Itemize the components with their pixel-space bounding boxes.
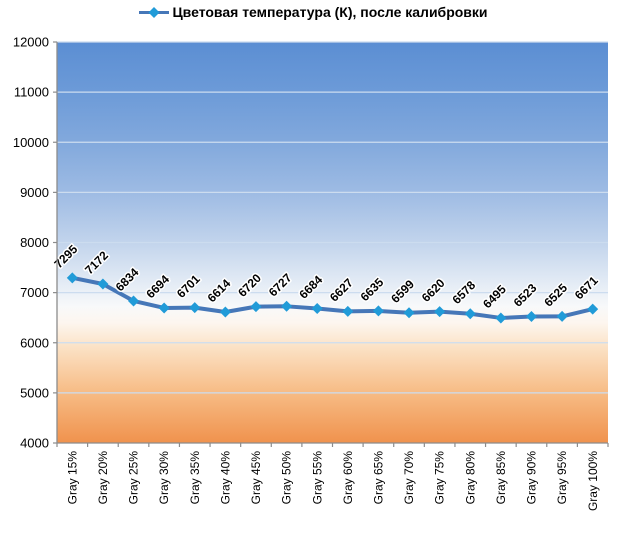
x-tick-label: Gray 100% xyxy=(586,451,600,511)
data-point-marker xyxy=(311,302,323,314)
data-point-marker xyxy=(495,312,507,324)
y-tick-label: 6000 xyxy=(20,335,49,350)
y-tick-label: 12000 xyxy=(13,35,49,50)
y-tick-label: 8000 xyxy=(20,235,49,250)
series-marker-icon xyxy=(139,6,170,18)
data-point-marker xyxy=(525,311,537,323)
x-tick-label: Gray 85% xyxy=(494,451,508,505)
y-tick-label: 7000 xyxy=(20,285,49,300)
x-tick-label: Gray 15% xyxy=(65,451,79,505)
data-point-marker xyxy=(372,305,384,317)
data-point-marker xyxy=(219,306,231,318)
data-point-marker xyxy=(158,302,170,314)
y-tick-label: 5000 xyxy=(20,385,49,400)
data-point-marker xyxy=(250,301,262,313)
data-point-marker xyxy=(189,302,201,314)
x-tick-label: Gray 75% xyxy=(433,451,447,505)
x-tick-label: Gray 95% xyxy=(555,451,569,505)
y-tick-label: 11000 xyxy=(14,85,49,100)
chart-legend: Цветовая температура (К), после калибров… xyxy=(0,4,626,20)
data-point-marker xyxy=(128,295,140,307)
y-tick-label: 9000 xyxy=(20,185,49,200)
data-point-marker xyxy=(66,272,78,284)
x-tick-label: Gray 65% xyxy=(371,451,385,505)
x-tick-label: Gray 20% xyxy=(96,451,110,505)
data-point-marker xyxy=(342,305,354,317)
data-point-marker xyxy=(464,308,476,320)
x-tick-label: Gray 55% xyxy=(310,451,324,505)
x-tick-label: Gray 60% xyxy=(341,451,355,505)
data-point-marker xyxy=(556,310,568,322)
x-tick-label: Gray 50% xyxy=(280,451,294,505)
data-point-marker xyxy=(587,303,599,315)
x-tick-label: Gray 35% xyxy=(188,451,202,505)
legend-label: Цветовая температура (К), после калибров… xyxy=(172,4,488,20)
data-point-marker xyxy=(281,300,293,312)
data-point-marker xyxy=(97,278,109,290)
x-tick-label: Gray 90% xyxy=(525,451,539,505)
y-tick-label: 10000 xyxy=(13,135,49,150)
x-tick-label: Gray 70% xyxy=(402,451,416,505)
x-tick-label: Gray 45% xyxy=(249,451,263,505)
x-tick-label: Gray 80% xyxy=(463,451,477,505)
data-point-marker xyxy=(434,306,446,318)
y-tick-label: 4000 xyxy=(20,436,49,451)
data-point-marker xyxy=(403,307,415,319)
x-tick-label: Gray 40% xyxy=(218,451,232,505)
x-tick-label: Gray 30% xyxy=(157,451,171,505)
x-tick-label: Gray 25% xyxy=(127,451,141,505)
